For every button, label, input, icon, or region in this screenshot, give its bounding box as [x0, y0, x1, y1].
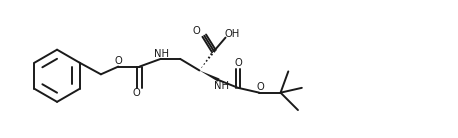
- Text: O: O: [133, 88, 141, 98]
- Polygon shape: [199, 70, 219, 82]
- Text: OH: OH: [224, 29, 240, 39]
- Text: NH: NH: [214, 81, 229, 91]
- Text: O: O: [115, 56, 123, 66]
- Text: O: O: [257, 82, 265, 92]
- Text: O: O: [193, 26, 201, 36]
- Text: O: O: [234, 58, 242, 68]
- Text: NH: NH: [154, 49, 169, 59]
